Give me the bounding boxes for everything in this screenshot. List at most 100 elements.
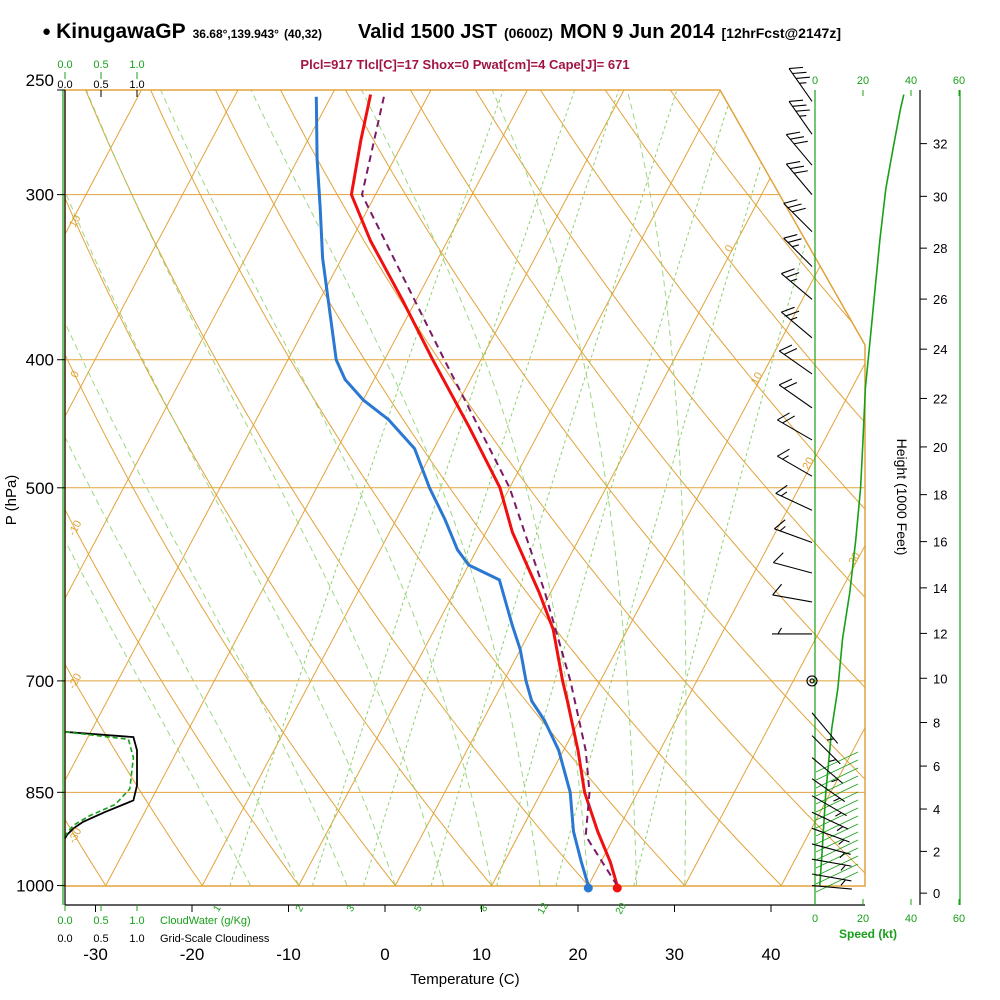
speed-axis-title: Speed (kt) xyxy=(839,927,897,941)
speed-tick-top: 0 xyxy=(812,75,818,87)
mixing-ratio-label: 3 xyxy=(345,903,358,914)
height-tick-label: 30 xyxy=(933,189,947,204)
height-tick-label: 8 xyxy=(933,715,940,730)
height-tick-label: 4 xyxy=(933,802,940,817)
height-axis-title: Height (1000 Feet) xyxy=(894,439,910,556)
temperature-axis-title: Temperature (C) xyxy=(410,971,519,988)
height-tick-label: 16 xyxy=(933,535,947,550)
cloudwater-scale-top: 1.0 xyxy=(129,59,144,71)
forecast-tag: [12hrFcst@2147z] xyxy=(721,25,841,41)
temperature-tick-label: 20 xyxy=(569,945,588,964)
pressure-tick-label: 300 xyxy=(26,186,54,205)
isotherm-label: 30 xyxy=(847,550,863,566)
height-tick-label: 12 xyxy=(933,626,947,641)
cloudwater-scale-top: 0.5 xyxy=(93,59,108,71)
station-bullet-icon: ● xyxy=(42,23,52,40)
cloudwater-scale-top: 0.0 xyxy=(57,59,72,71)
cloudiness-axis-title: Grid-Scale Cloudiness xyxy=(160,933,270,945)
height-tick-label: 24 xyxy=(933,342,947,357)
height-tick-label: 2 xyxy=(933,844,940,859)
grid-point: (40,32) xyxy=(283,27,322,41)
height-tick-label: 26 xyxy=(933,292,947,307)
cloudiness-scale-top: 1.0 xyxy=(129,79,144,91)
surface-dewpoint-dot xyxy=(583,883,593,893)
mixing-ratio-label: 1 xyxy=(211,903,224,914)
temperature-tick-label: -10 xyxy=(276,945,301,964)
pressure-gridlines xyxy=(65,194,865,793)
sounding-profiles xyxy=(314,94,619,886)
low-level-speed-hatching xyxy=(815,751,859,893)
temperature-tick-label: -30 xyxy=(83,945,108,964)
valid-time: Valid 1500 JST xyxy=(357,21,497,43)
isotherm-label: 10 xyxy=(749,370,765,386)
temperature-tick-label: -20 xyxy=(180,945,205,964)
background-grid xyxy=(65,90,865,886)
valid-date: MON 9 Jun 2014 xyxy=(559,21,715,43)
height-tick-label: 6 xyxy=(933,759,940,774)
cloud-profiles xyxy=(64,731,138,839)
wind-barbs xyxy=(772,66,852,890)
grid-scale-cloudiness-profile xyxy=(64,731,138,839)
cloudiness-scale-top: 0.0 xyxy=(57,79,72,91)
cloudwater-scale-bottom: 0.0 xyxy=(57,915,72,927)
temperature-tick-label: 40 xyxy=(762,945,781,964)
isotherm-label: 0 xyxy=(723,243,736,254)
dry-adiabat-label: 10 xyxy=(67,213,83,229)
dry-adiabat-label: -30 xyxy=(66,826,84,846)
isotherm-lines xyxy=(65,90,865,886)
cloudwater-profile xyxy=(64,731,135,837)
temperature-tick-label: 0 xyxy=(380,945,389,964)
cloudiness-scale-bottom: 1.0 xyxy=(129,933,144,945)
height-tick-label: 18 xyxy=(933,488,947,503)
height-tick-label: 0 xyxy=(933,886,940,901)
pressure-tick-label: 250 xyxy=(26,71,54,90)
speed-tick-bottom: 40 xyxy=(905,913,917,925)
speed-tick-top: 20 xyxy=(857,75,869,87)
mixing-ratio-label: 8 xyxy=(478,903,491,914)
pressure-tick-label: 400 xyxy=(26,351,54,370)
cloudwater-axis-title: CloudWater (g/Kg) xyxy=(160,915,251,927)
surface-temperature-dot xyxy=(612,883,622,893)
height-tick-label: 14 xyxy=(933,581,947,596)
pressure-tick-label: 1000 xyxy=(16,877,54,896)
height-tick-label: 10 xyxy=(933,671,947,686)
height-tick-label: 22 xyxy=(933,391,947,406)
pressure-axis-title: P (hPa) xyxy=(3,475,20,526)
pressure-tick-label: 700 xyxy=(26,672,54,691)
temperature-tick-label: 10 xyxy=(472,945,491,964)
valid-zulu: (0600Z) xyxy=(503,25,553,41)
wind-speed-curve xyxy=(819,94,905,886)
pressure-tick-label: 850 xyxy=(26,783,54,802)
mixing-ratio-label: 12 xyxy=(536,901,551,917)
mixing-ratio-label: 20 xyxy=(614,901,629,917)
temperature-curve xyxy=(349,94,619,886)
speed-tick-top: 60 xyxy=(953,75,965,87)
cloudiness-scale-bottom: 0.0 xyxy=(57,933,72,945)
station-coords: 36.68°,139.943° xyxy=(192,27,279,41)
height-tick-label: 20 xyxy=(933,440,947,455)
chart-title: ● KinugawaGP 36.68°,139.943° (40,32) Valid 1… xyxy=(42,20,841,44)
speed-tick-top: 40 xyxy=(905,75,917,87)
parcel-parameters-line: Plcl=917 Tlcl[C]=17 Shox=0 Pwat[cm]=4 Ca… xyxy=(300,57,630,72)
parcel-curve xyxy=(360,96,619,886)
dry-adiabat-label: 0 xyxy=(69,369,82,380)
station-name: KinugawaGP xyxy=(56,20,186,43)
speed-tick-bottom: 0 xyxy=(812,913,818,925)
speed-tick-bottom: 20 xyxy=(857,913,869,925)
speed-tick-bottom: 60 xyxy=(953,913,965,925)
pressure-tick-label: 500 xyxy=(26,479,54,498)
height-tick-label: 28 xyxy=(933,241,947,256)
dewpoint-curve xyxy=(314,96,590,886)
mixing-ratio-label: 5 xyxy=(413,903,426,914)
cloudwater-scale-bottom: 0.5 xyxy=(93,915,108,927)
dry-adiabat-label: -20 xyxy=(66,672,84,692)
dry-adiabat-label: -10 xyxy=(66,518,84,538)
moist-adiabat-lines xyxy=(65,90,687,886)
cloudiness-scale-bottom: 0.5 xyxy=(93,933,108,945)
isotherm-label: 20 xyxy=(800,455,816,471)
